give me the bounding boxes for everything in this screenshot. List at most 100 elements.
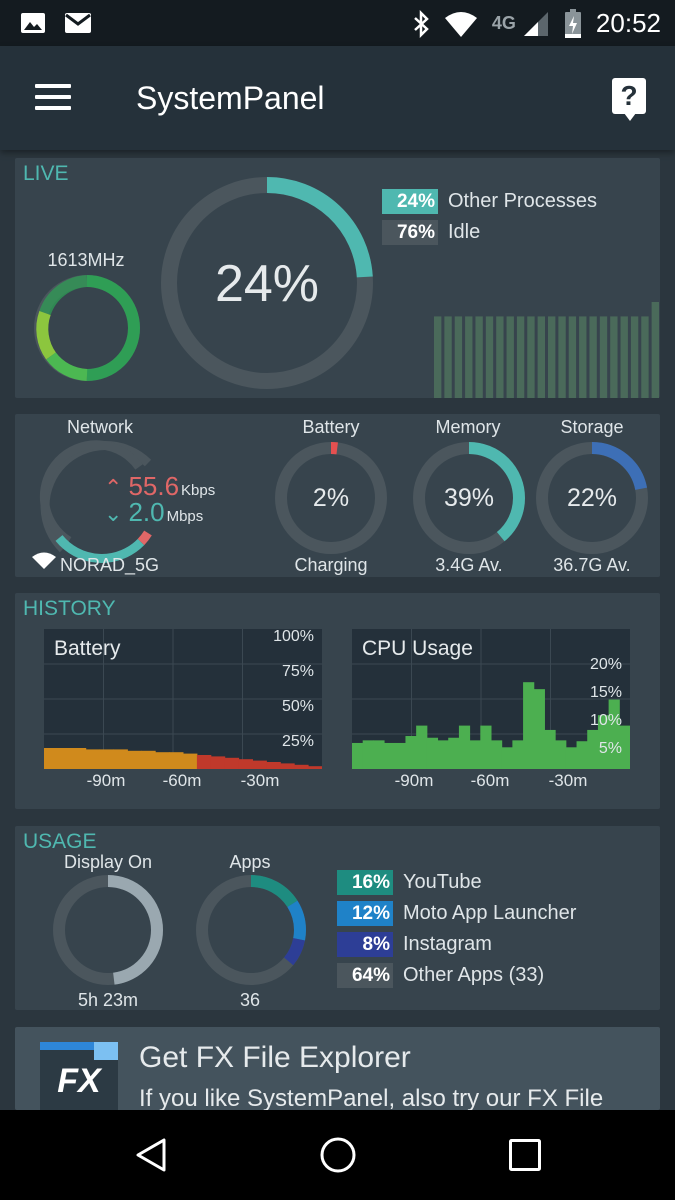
history-bar xyxy=(308,766,322,769)
usage-legend-other-apps[interactable]: 64% Other Apps (33) xyxy=(337,963,544,988)
history-bar xyxy=(280,763,295,769)
cpu-live-bar xyxy=(434,316,442,398)
history-bar xyxy=(352,742,364,769)
history-bar xyxy=(523,682,535,769)
history-bar xyxy=(394,742,406,769)
legend-label: Instagram xyxy=(403,933,492,955)
history-bar xyxy=(196,755,212,769)
memory-gauge-arc xyxy=(413,442,525,554)
apps-arcs xyxy=(196,875,306,985)
system-status-card[interactable]: Network ⌃ 55.6 Kbps ⌄ 2.0 Mbps NORAD_5G … xyxy=(15,414,660,577)
image-notification-icon xyxy=(21,13,45,33)
cpu-live-bar xyxy=(568,316,577,398)
y-tick-label: 50% xyxy=(282,698,314,715)
live-card[interactable]: LIVE 1613MHz 24% 24% Other Processes 76%… xyxy=(15,158,660,398)
history-bar xyxy=(155,752,170,769)
y-tick-label: 5% xyxy=(599,740,622,757)
cpu-live-bar xyxy=(548,316,556,398)
upload-arrow-icon: ⌃ xyxy=(104,475,123,500)
cpu-live-bar xyxy=(589,316,597,398)
x-tick-label: -60m xyxy=(162,771,202,790)
cpu-live-bar xyxy=(496,316,504,398)
x-tick-label: -30m xyxy=(240,771,280,790)
menu-icon[interactable] xyxy=(35,84,71,110)
usage-legend-youtube[interactable]: 16% YouTube xyxy=(337,870,482,895)
history-bar xyxy=(362,740,374,769)
memory-percent: 39% xyxy=(443,484,495,512)
display-on-gauge xyxy=(53,875,163,985)
history-card[interactable]: HISTORY 100% 75% 50% 25% Battery 20% 15% 10% 5… xyxy=(15,593,660,809)
history-bar xyxy=(252,760,267,769)
battery-percent: 2% xyxy=(312,484,350,512)
clock: 20:52 xyxy=(595,8,661,38)
apps-label: Apps xyxy=(229,852,271,872)
download-arrow-icon: ⌄ xyxy=(104,501,123,526)
display-on-arc xyxy=(53,875,163,985)
cpu-live-bar xyxy=(506,316,514,398)
history-bar xyxy=(238,759,253,769)
signal-icon xyxy=(523,11,548,36)
legend-value: 12% xyxy=(337,901,393,926)
history-label: HISTORY xyxy=(23,597,116,620)
legend-value: 16% xyxy=(337,870,393,895)
memory-gauge xyxy=(413,442,525,554)
battery-state: Charging xyxy=(294,555,368,575)
cpu-usage-percent: 24% xyxy=(214,255,320,313)
usage-legend-instagram[interactable]: 8% Instagram xyxy=(337,932,492,957)
download-unit: Mbps xyxy=(166,508,204,525)
cpu-live-bar xyxy=(620,316,628,398)
history-bar xyxy=(512,740,524,769)
history-bar xyxy=(127,750,142,769)
x-tick-label: -30m xyxy=(548,771,588,790)
back-icon[interactable] xyxy=(134,1137,168,1173)
apps-arc-segment xyxy=(196,875,306,985)
status-bar: 4G 20:52 xyxy=(0,0,675,46)
apps-gauge xyxy=(196,875,306,985)
download-value: 2.0 xyxy=(128,497,165,527)
battery-label: Battery xyxy=(302,417,360,437)
history-bar xyxy=(597,715,610,769)
history-bar xyxy=(224,757,240,769)
help-icon[interactable]: ? xyxy=(612,78,646,121)
promo-title: Get FX File Explorer xyxy=(139,1041,411,1074)
legend-value: 24% xyxy=(382,189,438,214)
usage-card[interactable]: USAGE Display On 5h 23m Apps 36 16% YouT… xyxy=(15,826,660,1010)
history-bar xyxy=(619,725,630,769)
legend-value: 76% xyxy=(382,220,438,245)
battery-gauge-arc xyxy=(275,442,387,554)
legend-label: Moto App Launcher xyxy=(403,902,577,924)
history-bar xyxy=(480,725,492,769)
recents-icon[interactable] xyxy=(508,1138,542,1172)
fx-logo-text: FX xyxy=(57,1062,101,1100)
history-bar xyxy=(608,699,620,769)
history-bar xyxy=(448,737,460,769)
history-bar xyxy=(57,748,73,769)
cpu-live-bar xyxy=(485,316,494,398)
y-tick-label: 20% xyxy=(590,656,622,673)
memory-available: 3.4G Av. xyxy=(435,555,503,575)
history-bar xyxy=(373,740,385,769)
network-gauge xyxy=(39,440,152,563)
cpu-live-bar xyxy=(641,316,649,398)
history-bar xyxy=(85,749,101,769)
storage-gauge xyxy=(536,442,648,554)
history-bar xyxy=(469,740,481,769)
fx-promo-card[interactable]: FX Get FX File Explorer If you like Syst… xyxy=(15,1027,660,1110)
usage-legend-moto-launcher[interactable]: 12% Moto App Launcher xyxy=(337,901,576,926)
storage-available: 36.7G Av. xyxy=(553,555,631,575)
display-on-label: Display On xyxy=(63,852,153,872)
bluetooth-icon xyxy=(414,9,429,38)
history-bar xyxy=(576,741,588,769)
cpu-live-bar xyxy=(558,316,566,398)
cpu-live-bar xyxy=(444,316,452,398)
cpu-usage-gauge xyxy=(161,177,373,389)
home-icon[interactable] xyxy=(319,1136,357,1174)
history-bar xyxy=(426,737,439,769)
y-tick-label: 25% xyxy=(282,733,314,750)
history-bar xyxy=(183,753,198,769)
live-label: LIVE xyxy=(23,162,69,185)
network-label: Network xyxy=(66,417,133,437)
history-bar xyxy=(384,742,396,769)
cpu-live-bar xyxy=(465,316,473,398)
cpu-frequency: 1613MHz xyxy=(47,250,125,270)
